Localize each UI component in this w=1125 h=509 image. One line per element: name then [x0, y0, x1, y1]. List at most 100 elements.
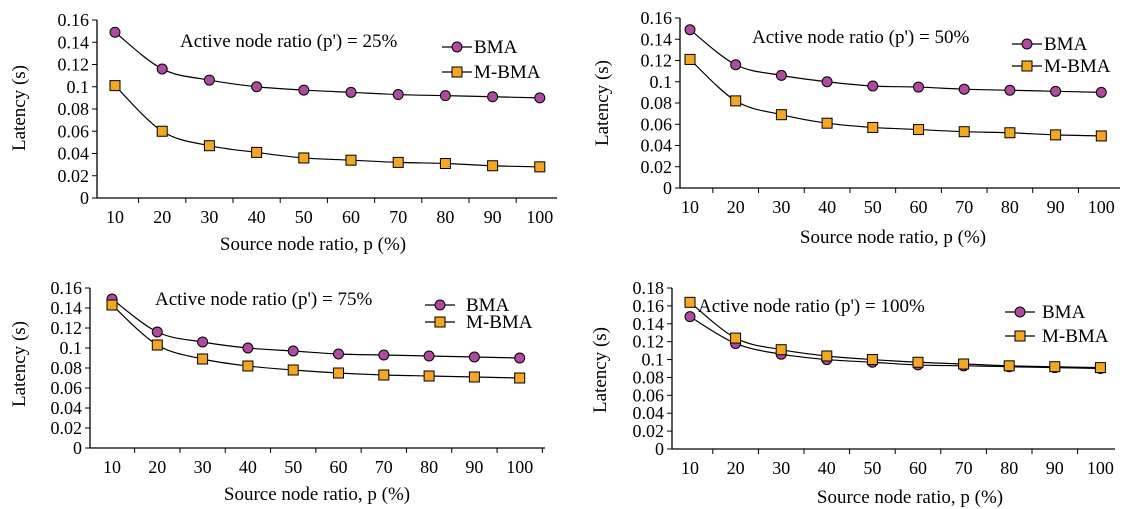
data-point-bma	[867, 80, 879, 92]
data-point-mbma	[392, 156, 404, 168]
data-point-mbma	[534, 161, 546, 173]
x-tick-label: 60	[342, 207, 360, 227]
data-point-mbma	[730, 332, 742, 344]
x-tick-label: 40	[248, 207, 266, 227]
data-point-mbma	[333, 367, 344, 379]
data-point-bma	[468, 351, 480, 363]
data-point-mbma	[151, 339, 163, 351]
x-tick-label: 40	[239, 457, 257, 477]
data-point-bma	[775, 69, 787, 81]
data-point-mbma	[958, 358, 970, 370]
chart-panel-3: 0 0.02 0.04 0.06 0.08 0.1 0.12 0.14 0.16 10 20 30 40…	[0, 260, 562, 509]
x-tick-label: 40	[818, 197, 836, 217]
data-point-bma	[287, 345, 299, 357]
legend-label-bma: BMA	[1044, 34, 1088, 55]
data-point-mbma	[821, 350, 833, 362]
data-point-mbma	[287, 364, 299, 376]
data-point-mbma	[514, 372, 526, 384]
data-point-bma	[345, 86, 357, 98]
data-point-bma	[242, 342, 254, 354]
data-point-mbma	[378, 369, 390, 381]
x-tick-label: 40	[818, 458, 836, 478]
data-point-mbma	[1003, 360, 1015, 372]
data-point-mbma	[775, 109, 787, 121]
data-point-mbma	[730, 95, 742, 107]
y-tick-label: 0.06	[641, 114, 673, 134]
y-tick-label: 0.08	[51, 358, 83, 378]
x-tick-label: 80	[436, 207, 454, 227]
legend: BMA M-BMA	[1005, 302, 1109, 347]
y-tick-label: 0	[663, 178, 672, 198]
data-point-mbma	[1049, 361, 1061, 373]
series-line-bma	[689, 29, 1102, 93]
x-tick-label: 30	[200, 207, 218, 227]
y-tick-label: 0.02	[633, 421, 665, 441]
legend: BMA M-BMA	[1012, 34, 1111, 77]
chart-annotation: Active node ratio (p') = 100%	[698, 296, 925, 317]
y-tick-label: 0.04	[641, 136, 673, 156]
y-tick-label: 0.12	[51, 318, 83, 338]
legend-marker-bma	[1014, 306, 1026, 318]
y-tick-label: 0	[655, 439, 664, 459]
legend-marker-bma	[1021, 38, 1033, 50]
data-point-bma	[730, 59, 742, 71]
data-point-mbma	[439, 158, 451, 170]
x-tick-label: 60	[330, 457, 348, 477]
x-tick-label: 90	[1047, 197, 1065, 217]
y-tick-label: 0.02	[58, 166, 90, 186]
legend-marker-mbma	[1014, 330, 1026, 342]
x-tick-label: 70	[389, 207, 407, 227]
y-tick-label: 0.08	[58, 99, 90, 119]
data-point-mbma	[913, 124, 924, 136]
data-point-mbma	[242, 360, 254, 372]
data-point-bma	[913, 81, 924, 93]
y-tick-label: 0.1	[60, 338, 83, 358]
y-tick-label: 0.14	[641, 29, 673, 49]
x-tick-label: 50	[863, 458, 881, 478]
data-point-mbma	[423, 370, 435, 382]
chart-panel-4: 0 0.02 0.04 0.06 0.08 0.1 0.12 0.14 0.16 0.18 10 20…	[580, 260, 1125, 509]
y-tick-label: 0.16	[633, 296, 665, 316]
legend-marker-mbma	[434, 316, 446, 328]
x-tick-label: 50	[284, 457, 302, 477]
y-tick-label: 0.1	[642, 350, 665, 370]
data-point-bma	[109, 26, 121, 38]
y-tick-label: 0.08	[633, 367, 665, 387]
data-point-mbma	[345, 154, 357, 166]
y-tick-label: 0.02	[641, 157, 673, 177]
series-line-mbma	[114, 85, 540, 168]
data-point-bma	[439, 90, 451, 102]
y-tick-label: 0	[73, 438, 82, 458]
x-tick-label: 10	[681, 458, 699, 478]
legend-label-mbma: M-BMA	[474, 62, 541, 83]
y-axis-label: Latency (s)	[592, 60, 613, 146]
x-tick-label: 90	[1046, 458, 1064, 478]
y-tick-label: 0.12	[633, 332, 665, 352]
y-tick-label: 0.16	[641, 8, 673, 28]
series-line-bma	[111, 298, 520, 359]
legend-label-bma: BMA	[466, 295, 510, 316]
y-tick-label: 0.18	[633, 278, 665, 298]
x-tick-label: 10	[103, 457, 121, 477]
series-line-mbma	[111, 304, 520, 379]
data-point-mbma	[1095, 130, 1107, 142]
y-axis-label: Latency (s)	[9, 321, 30, 407]
y-tick-label: 0.12	[641, 51, 673, 71]
x-tick-label: 30	[772, 458, 790, 478]
y-tick-label: 0.14	[633, 314, 665, 334]
data-point-mbma	[109, 80, 121, 92]
legend-marker-mbma	[1021, 60, 1033, 72]
y-tick-label: 0.08	[641, 93, 673, 113]
data-point-bma	[821, 76, 833, 88]
x-tick-label: 100	[1087, 458, 1114, 478]
y-tick-label: 0	[80, 188, 89, 208]
data-point-bma	[1050, 85, 1062, 97]
legend-label-mbma: M-BMA	[1042, 326, 1109, 347]
x-tick-label: 30	[194, 457, 212, 477]
legend-marker-bma	[434, 299, 446, 311]
y-tick-label: 0.14	[51, 298, 83, 318]
chart-svg: 00.020.040.060.080.10.120.140.160.18 10 20…	[590, 278, 1115, 508]
x-tick-label: 90	[465, 457, 483, 477]
